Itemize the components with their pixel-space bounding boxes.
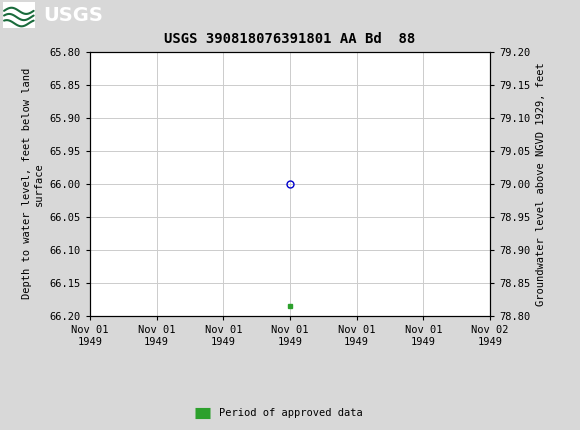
Title: USGS 390818076391801 AA Bd  88: USGS 390818076391801 AA Bd 88: [164, 32, 416, 46]
Y-axis label: Depth to water level, feet below land
surface: Depth to water level, feet below land su…: [23, 68, 44, 299]
Y-axis label: Groundwater level above NGVD 1929, feet: Groundwater level above NGVD 1929, feet: [536, 62, 546, 306]
Text: USGS: USGS: [44, 6, 103, 25]
Bar: [3, 3, 35, 28]
Legend: Period of approved data: Period of approved data: [190, 404, 367, 423]
